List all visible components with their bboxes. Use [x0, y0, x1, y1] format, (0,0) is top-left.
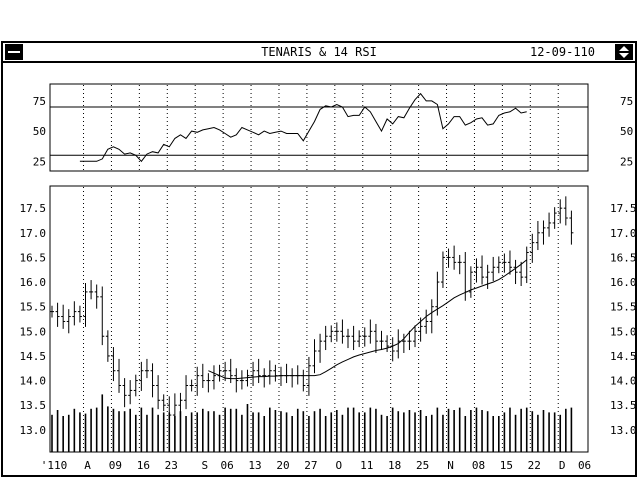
- moving-average-line: [208, 259, 528, 380]
- price-tick-label-left-8: 13.5: [20, 399, 47, 412]
- price-tick-label-right-4: 15.5: [610, 301, 637, 314]
- rsi-tick-label-right-1: 50: [620, 125, 633, 138]
- window-maximize-button[interactable]: [615, 44, 633, 60]
- x-axis-label-15: 08: [472, 459, 485, 472]
- price-tick-label-left-6: 14.5: [20, 350, 47, 363]
- chart-window: TENARIS & 14 RSI 12-09-110: [1, 41, 637, 477]
- x-axis-label-7: 13: [248, 459, 261, 472]
- rsi-tick-label-left-2: 25: [33, 155, 46, 168]
- price-tick-label-left-2: 16.5: [20, 251, 47, 264]
- price-tick-label-right-6: 14.5: [610, 350, 637, 363]
- x-axis-label-8: 20: [276, 459, 289, 472]
- menu-icon: [8, 51, 20, 53]
- price-tick-label-left-4: 15.5: [20, 301, 47, 314]
- x-axis-label-13: 25: [416, 459, 429, 472]
- x-axis-label-9: 27: [304, 459, 317, 472]
- price-tick-label-left-0: 17.5: [20, 202, 47, 215]
- price-tick-label-right-1: 17.0: [610, 227, 637, 240]
- price-tick-label-right-5: 15.0: [610, 325, 637, 338]
- rsi-tick-label-right-2: 25: [620, 155, 633, 168]
- rsi-tick-label-right-0: 75: [620, 95, 633, 108]
- rsi-line: [79, 92, 527, 163]
- price-tick-label-left-5: 15.0: [20, 325, 47, 338]
- x-axis-label-16: 15: [500, 459, 513, 472]
- arrow-down-icon: [619, 53, 629, 58]
- price-panel-frame: [49, 185, 589, 453]
- price-tick-label-right-7: 14.0: [610, 375, 637, 388]
- x-axis-label-3: 16: [137, 459, 150, 472]
- x-axis-label-18: D: [559, 459, 566, 472]
- price-tick-label-left-9: 13.0: [20, 424, 47, 437]
- price-tick-label-right-8: 13.5: [610, 399, 637, 412]
- x-axis-label-14: N: [447, 459, 454, 472]
- price-tick-label-right-3: 16.0: [610, 276, 637, 289]
- price-tick-label-right-2: 16.5: [610, 251, 637, 264]
- x-axis-label-6: 06: [221, 459, 234, 472]
- title-bar: TENARIS & 14 RSI 12-09-110: [3, 43, 635, 63]
- x-axis-label-12: 18: [388, 459, 401, 472]
- x-axis-label-11: 11: [360, 459, 373, 472]
- x-axis-label-1: A: [84, 459, 91, 472]
- price-tick-label-right-9: 13.0: [610, 424, 637, 437]
- rsi-tick-label-left-1: 50: [33, 125, 46, 138]
- window-title: TENARIS & 14 RSI: [261, 45, 377, 59]
- x-axis-label-5: S: [201, 459, 208, 472]
- x-axis-label-17: 22: [528, 459, 541, 472]
- x-axis-label-10: O: [336, 459, 343, 472]
- price-tick-label-right-0: 17.5: [610, 202, 637, 215]
- rsi-tick-label-left-0: 75: [33, 95, 46, 108]
- price-tick-label-left-3: 16.0: [20, 276, 47, 289]
- x-axis-label-2: 09: [109, 459, 122, 472]
- window-menu-button[interactable]: [5, 44, 23, 60]
- x-axis-label-4: 23: [165, 459, 178, 472]
- rsi-panel-frame: [49, 83, 589, 172]
- price-tick-label-left-7: 14.0: [20, 375, 47, 388]
- x-axis-label-19: 06: [578, 459, 591, 472]
- x-axis-label-0: '110: [41, 459, 68, 472]
- arrow-up-icon: [619, 46, 629, 51]
- price-tick-label-left-1: 17.0: [20, 227, 47, 240]
- window-date: 12-09-110: [529, 45, 595, 59]
